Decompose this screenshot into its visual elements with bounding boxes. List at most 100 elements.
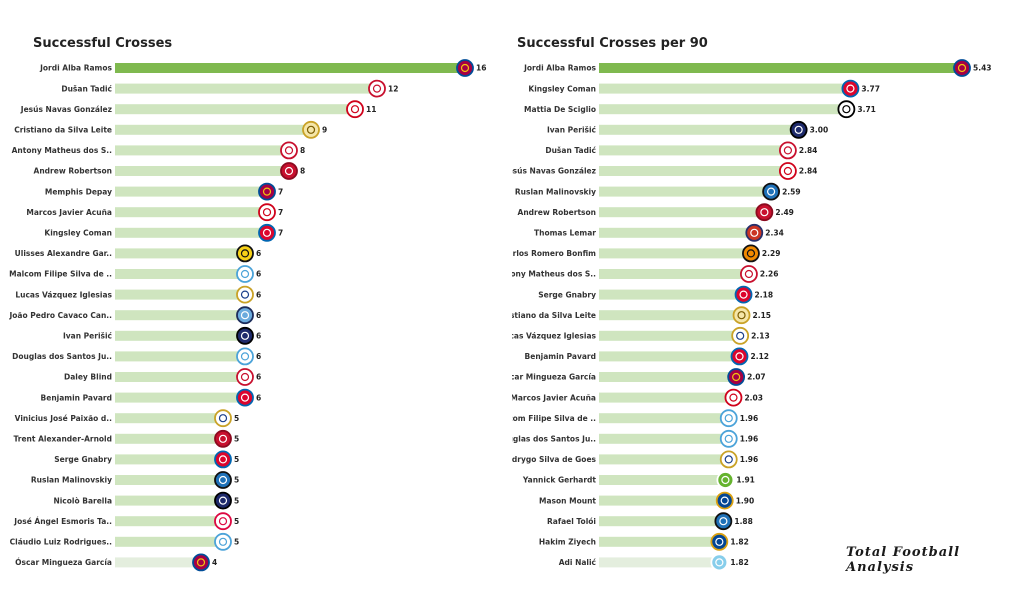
bar	[115, 207, 269, 218]
bar	[115, 413, 225, 424]
zenit-crest-icon	[719, 409, 738, 428]
category-label: Dušan Tadić	[61, 84, 112, 93]
value-label: 6	[256, 270, 261, 279]
category-label: Yannick Gerhardt	[522, 476, 597, 485]
category-label: Jesús Navas González	[512, 167, 596, 176]
value-label: 1.82	[730, 538, 749, 547]
bar-chart-successful-crosses-per-90: Jordi Alba Ramos 5.43 Kingsley Coman 3.77 Ma…	[512, 59, 992, 572]
liverpool-crest-icon	[214, 429, 232, 448]
bar	[115, 269, 247, 279]
bar	[599, 516, 726, 527]
category-label: José Ángel Esmoris Ta..	[13, 517, 112, 526]
atalanta-crest-icon	[714, 512, 733, 531]
bar	[599, 289, 746, 300]
value-label: 3.77	[861, 84, 880, 93]
value-label: 4	[212, 558, 217, 567]
bar	[115, 83, 379, 94]
bar	[115, 145, 291, 156]
inter-crest-icon	[789, 120, 808, 139]
bar	[599, 310, 744, 321]
value-label: 2.07	[747, 373, 766, 382]
bar	[115, 186, 269, 197]
value-label: 2.34	[765, 229, 784, 238]
sevilla-crest-icon	[724, 388, 743, 407]
value-label: 5	[234, 435, 239, 444]
value-label: 2.59	[782, 187, 801, 196]
brand-logo: Total Football Analysis	[846, 545, 961, 575]
sevilla-crest-icon	[346, 100, 364, 119]
ajax-crest-icon	[368, 79, 386, 98]
bar	[599, 351, 742, 362]
category-label: Douglas dos Santos Ju..	[12, 352, 112, 361]
bar	[599, 433, 731, 444]
malmo-crest-icon	[710, 553, 729, 572]
value-label: 6	[256, 290, 261, 299]
category-label: Trent Alexander-Arnold	[13, 435, 112, 444]
category-label: Lucas Vázquez Iglesias	[512, 332, 597, 341]
chelsea-crest-icon	[715, 491, 734, 510]
value-label: 8	[300, 146, 305, 155]
bar	[599, 145, 790, 156]
category-label: Dušan Tadić	[545, 146, 596, 155]
value-label: 6	[256, 373, 261, 382]
category-label: Rodrygo Silva de Goes	[512, 455, 597, 464]
category-label: Andrew Robertson	[34, 167, 112, 176]
category-label: Nicolò Barella	[53, 496, 112, 505]
category-label: Antony Matheus dos S..	[12, 146, 113, 155]
atletico-crest-icon	[745, 223, 764, 242]
bar	[599, 207, 767, 218]
atalanta-crest-icon	[762, 182, 780, 201]
value-label: 5.43	[973, 64, 992, 73]
real-madrid-crest-icon	[719, 450, 738, 469]
category-label: Cristiano da Silva Leite	[14, 126, 112, 135]
bar	[115, 454, 225, 465]
value-label: 8	[300, 167, 305, 176]
bar	[599, 413, 731, 424]
zenit-crest-icon	[214, 532, 232, 551]
category-label: Kingsley Coman	[44, 229, 112, 238]
value-label: 2.12	[751, 352, 770, 361]
category-label: Hakim Ziyech	[539, 538, 596, 547]
bar	[115, 557, 203, 568]
value-label: 6	[256, 249, 261, 258]
category-label: Rafael Tolói	[547, 517, 596, 526]
value-label: 7	[278, 187, 283, 196]
bar	[115, 372, 247, 382]
category-label: Andrew Robertson	[518, 208, 596, 217]
bar	[599, 83, 853, 94]
value-label: 3.71	[857, 105, 876, 114]
ajax-crest-icon	[740, 265, 758, 283]
value-label: 6	[256, 352, 261, 361]
bar	[115, 392, 247, 403]
bayern-crest-icon	[236, 388, 254, 407]
zenit-crest-icon	[236, 265, 254, 283]
bayern-crest-icon	[258, 223, 276, 242]
leipzig-crest-icon	[214, 512, 232, 531]
category-label: Benjamin Pavard	[525, 352, 596, 361]
bar-chart-successful-crosses: Jordi Alba Ramos 16 Dušan Tadić 12 Jesús Nav…	[8, 59, 486, 572]
category-label: Marcos Javier Acuña	[26, 208, 112, 217]
bar	[599, 104, 849, 115]
value-label: 5	[234, 414, 239, 423]
man-city-crest-icon	[236, 306, 254, 325]
wolfsburg-crest-icon	[716, 471, 735, 489]
ajax-crest-icon	[236, 368, 254, 386]
right-panel: Successful Crosses per 90 Jordi Alba Ram…	[512, 0, 1024, 602]
value-label: 2.03	[744, 393, 763, 402]
bar	[115, 310, 247, 321]
bayern-crest-icon	[214, 450, 232, 469]
bayern-crest-icon	[734, 285, 753, 304]
chart-title: Successful Crosses	[33, 36, 173, 51]
value-label: 2.18	[755, 290, 774, 299]
value-label: 2.84	[799, 146, 818, 155]
category-label: Jordi Alba Ramos	[39, 64, 112, 73]
barcelona-crest-icon	[258, 182, 276, 201]
category-label: Kingsley Coman	[528, 84, 596, 93]
sheriff-crest-icon	[302, 120, 320, 139]
category-label: Thomas Lemar	[534, 229, 596, 238]
category-label: Ivan Perišić	[63, 332, 113, 341]
category-label: João Pedro Cavaco Can..	[8, 311, 112, 320]
value-label: 3.00	[810, 126, 829, 135]
real-madrid-crest-icon	[731, 326, 750, 345]
inter-crest-icon	[214, 491, 232, 510]
